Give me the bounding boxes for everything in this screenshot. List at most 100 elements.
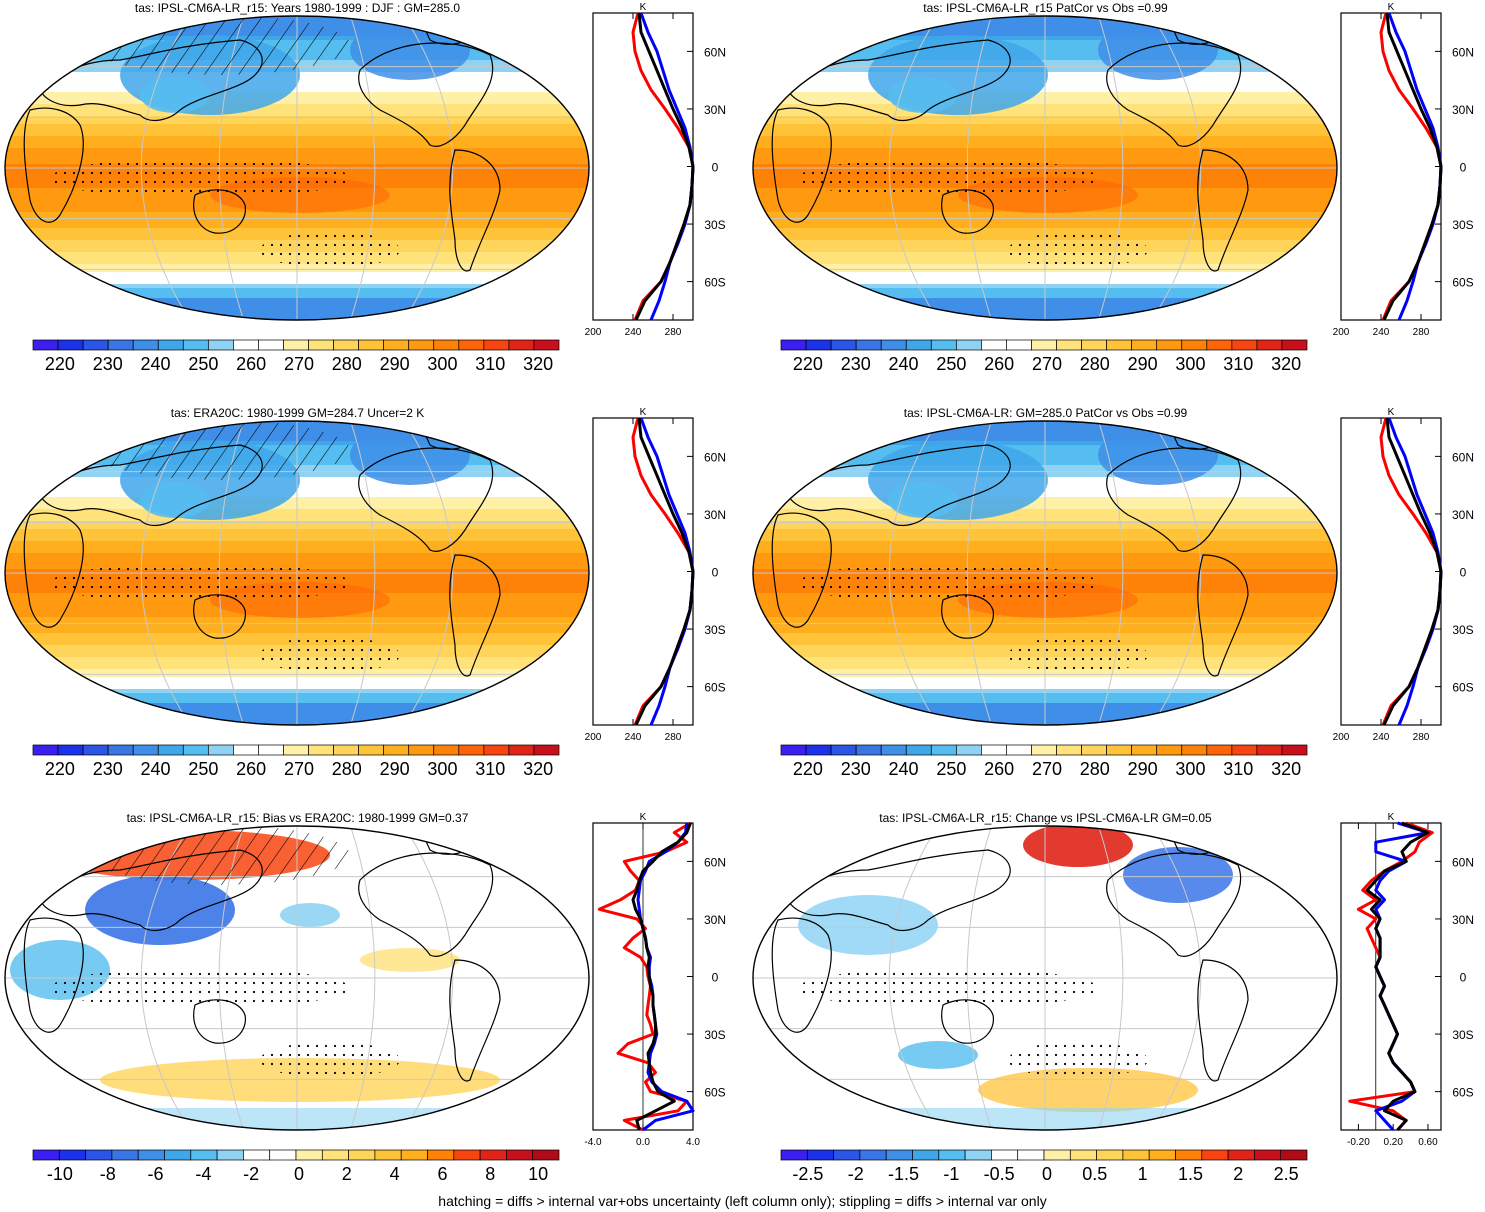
namerica-cold-region <box>1098 20 1218 80</box>
hatching <box>90 421 350 480</box>
x-tick-label: 200 <box>585 732 602 743</box>
colorbar-box <box>806 1149 834 1161</box>
stippling <box>260 637 400 673</box>
colorbar-box <box>964 1149 992 1161</box>
panel-svg: 220 230 240 250 260 270 280 290 300 310 320 K 200 240… <box>752 2 1474 374</box>
colorbar-label: 8 <box>485 1164 495 1184</box>
colorbar-box <box>1122 1149 1150 1161</box>
colorbar-box <box>855 339 882 351</box>
colorbar-box <box>905 744 932 756</box>
colorbar-box <box>1206 339 1233 351</box>
namerica-cold-region <box>1098 425 1218 485</box>
arctic-warm-change <box>1023 826 1133 867</box>
colorbar-box <box>1131 744 1158 756</box>
colorbar-label: -1.5 <box>888 1164 919 1184</box>
tibet-region <box>140 482 210 518</box>
colorbar-box <box>358 744 385 756</box>
lat-label: 60S <box>1452 1086 1473 1100</box>
panel-4: tas: IPSL-CM6A-LR: GM=285.0 PatCor vs Ob… <box>748 405 1485 790</box>
colorbar-box <box>1069 1149 1097 1161</box>
colorbar-label: 260 <box>984 759 1014 779</box>
profile-unit-label: K <box>1388 812 1395 823</box>
lat-label: 30S <box>1452 1028 1473 1042</box>
x-tick-label: 240 <box>625 327 642 338</box>
colorbar-box <box>137 1149 165 1161</box>
colorbar-label: 270 <box>1032 759 1062 779</box>
colorbar-label: 240 <box>889 354 919 374</box>
colorbar-label: 310 <box>1223 759 1253 779</box>
colorbar-label: 0 <box>294 1164 304 1184</box>
colorbar-label: 220 <box>45 354 75 374</box>
hatching <box>90 826 350 885</box>
panel-2: tas: IPSL-CM6A-LR_r15 PatCor vs Obs =0.9… <box>748 0 1485 385</box>
colorbar-label: 2 <box>1233 1164 1243 1184</box>
tibet-region <box>140 77 210 113</box>
lat-label: 30S <box>704 1028 725 1042</box>
colorbar-box <box>82 339 109 351</box>
x-tick-label: 280 <box>1413 327 1430 338</box>
lat-label: 60N <box>704 450 726 464</box>
colorbar-box <box>233 744 259 756</box>
stippling <box>798 158 1098 198</box>
map <box>5 421 589 725</box>
colorbar-label: -8 <box>100 1164 116 1184</box>
stippling <box>50 563 350 603</box>
profile-frame <box>592 12 694 321</box>
colorbar-label: 240 <box>141 759 171 779</box>
lat-label: 30N <box>704 913 726 927</box>
panel-svg: 220 230 240 250 260 270 280 290 300 310 320 K 200 240… <box>4 2 726 374</box>
colorbar-label: 220 <box>793 354 823 374</box>
panel-1: tas: IPSL-CM6A-LR_r15: Years 1980-1999 :… <box>0 0 740 385</box>
stippling <box>1008 232 1148 268</box>
map <box>753 421 1337 725</box>
colorbar: 220 230 240 250 260 270 280 290 300 310 320 <box>780 339 1308 374</box>
profile-unit-label: K <box>640 2 647 13</box>
colorbar-box <box>880 339 907 351</box>
colorbar-box <box>132 744 159 756</box>
colorbar-box <box>333 339 359 351</box>
x-tick-label: -4.0 <box>584 1137 602 1148</box>
hatching <box>90 16 350 75</box>
profile-blue-line <box>1387 417 1443 726</box>
x-tick-label: 280 <box>665 732 682 743</box>
lat-label: 30N <box>1452 913 1474 927</box>
colorbar-label: 310 <box>1223 354 1253 374</box>
colorbar-box <box>408 339 435 351</box>
map-border <box>4 15 590 321</box>
stippling <box>1008 637 1148 673</box>
colorbar: 220 230 240 250 260 270 280 290 300 310 320 <box>32 339 560 374</box>
colorbar-box <box>780 744 807 756</box>
colorbar-box <box>1043 1149 1071 1161</box>
colorbar-box <box>85 1149 113 1161</box>
colorbar-label: 250 <box>188 759 218 779</box>
lat-label: 30S <box>704 623 725 637</box>
colorbar-box <box>453 1149 481 1161</box>
colorbar-box <box>107 339 134 351</box>
x-tick-label: 240 <box>1373 327 1390 338</box>
x-tick-label: 280 <box>665 327 682 338</box>
x-tick-label: 240 <box>625 732 642 743</box>
colorbar-label: 270 <box>1032 354 1062 374</box>
colorbar-label: 10 <box>528 1164 548 1184</box>
lat-label: 60N <box>704 45 726 59</box>
colorbar-box <box>82 744 109 756</box>
colorbar-box <box>1231 339 1258 351</box>
colorbar-box <box>955 744 982 756</box>
colorbar-box <box>1031 339 1057 351</box>
x-tick-label: 200 <box>1333 732 1350 743</box>
colorbar-box <box>506 1149 534 1161</box>
colorbar-box <box>938 1149 966 1161</box>
colorbar-box <box>981 339 1007 351</box>
colorbar-box <box>57 339 84 351</box>
colorbar-label: 4 <box>390 1164 400 1184</box>
colorbar-label: 310 <box>475 759 505 779</box>
colorbar-label: -0.5 <box>984 1164 1015 1184</box>
colorbar-box <box>258 339 284 351</box>
colorbar-box <box>830 339 857 351</box>
colorbar-label: 230 <box>93 759 123 779</box>
colorbar-box <box>912 1149 940 1161</box>
colorbar-box <box>479 1149 507 1161</box>
colorbar-label: 0.5 <box>1082 1164 1107 1184</box>
lat-label: 0 <box>1460 971 1467 985</box>
colorbar-box <box>805 744 832 756</box>
